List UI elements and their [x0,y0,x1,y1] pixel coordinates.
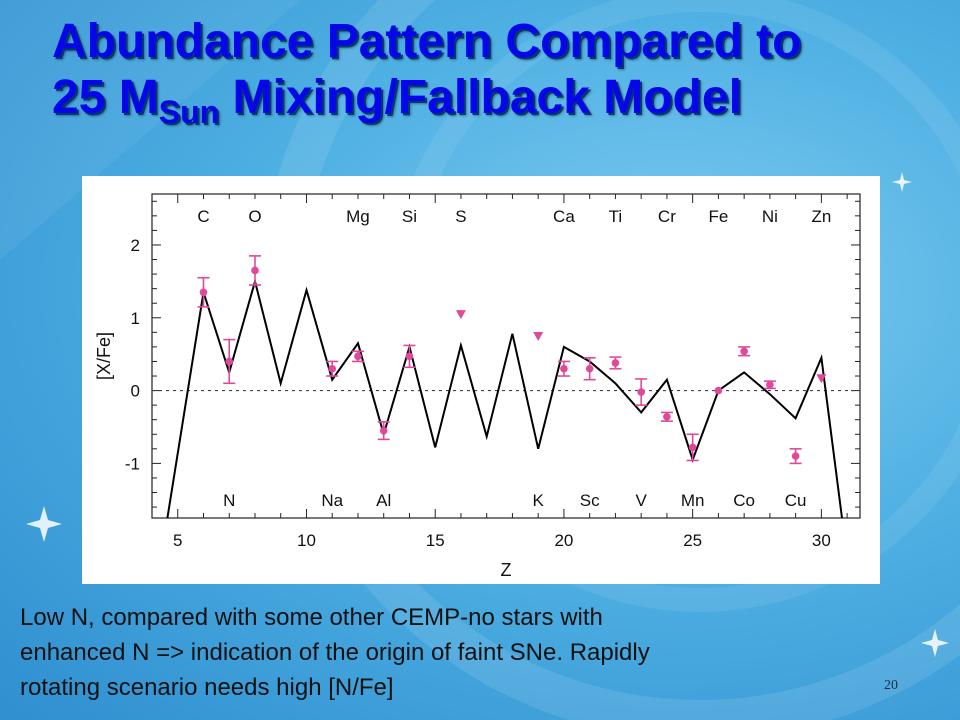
slide-title: Abundance Pattern Compared to 25 MSun Mi… [52,14,932,128]
x-tick-label: 20 [554,531,573,550]
data-point [225,357,234,366]
title-line-2-suffix: Mixing/Fallback Model [219,71,742,124]
element-label: Mg [346,207,370,226]
data-point [688,443,697,452]
element-label: C [197,207,209,226]
element-label: Sc [580,491,600,510]
data-point [714,386,723,395]
element-label: Na [321,491,343,510]
data-point [611,359,620,367]
element-label: Ti [609,207,623,226]
data-point [199,288,208,297]
element-label: Mn [681,491,705,510]
element-label: S [455,207,466,226]
y-tick-label: 1 [131,309,140,328]
x-tick-label: 5 [173,531,182,550]
title-subscript: Sun [158,94,220,130]
data-point [585,364,594,373]
data-point [637,388,645,396]
plotted-data [166,255,843,518]
x-tick-label: 30 [812,531,831,550]
page-number: 20 [884,678,898,693]
x-tick-label: 10 [297,531,316,550]
data-point [663,412,671,421]
x-tick-label: 15 [426,531,445,550]
element-label: Fe [708,207,728,226]
data-point [405,352,414,361]
abundance-chart: 5 10 15 20 25 30 -1 0 1 2 Z [X/Fe] C O Mg Si S Ca Ti Cr Fe Ni… [82,176,880,584]
data-point [251,266,259,275]
element-label: Cr [658,207,676,226]
slide-caption: Low N, compared with some other CEMP-no … [20,600,920,705]
y-tick-label: 2 [131,236,140,255]
element-label: Ni [762,207,778,226]
element-label: Al [376,491,391,510]
data-point [354,352,362,361]
y-axis-label: [X/Fe] [94,332,114,380]
caption-line-2: enhanced N => indication of the origin o… [20,639,650,666]
chart-svg: 5 10 15 20 25 30 -1 0 1 2 Z [X/Fe] C O Mg Si S Ca Ti Cr Fe Ni… [94,193,861,580]
plot-frame [151,193,861,519]
element-label: Co [733,491,755,510]
upper-limit-marker [816,374,827,384]
data-point [560,364,568,373]
model-line [166,277,843,518]
element-label: N [223,491,235,510]
title-line-2-prefix: 25 M [52,71,159,124]
element-label: O [248,207,261,226]
data-point [328,364,337,373]
data-point [791,452,800,460]
title-line-1: Abundance Pattern Compared to [52,15,802,68]
element-label: Ca [553,207,575,226]
data-point [766,380,774,389]
upper-limit-marker [533,331,544,341]
element-label: Si [402,207,417,226]
y-tick-label: -1 [125,454,140,473]
y-tick-label: 0 [131,382,140,401]
element-label: V [635,491,647,510]
caption-line-1: Low N, compared with some other CEMP-no … [20,604,603,631]
x-axis-label: Z [501,560,512,580]
upper-limit-marker [455,310,466,320]
x-tick-label: 25 [683,531,702,550]
data-point [740,347,748,356]
data-point [379,426,388,435]
element-label: K [533,491,545,510]
caption-line-3: rotating scenario needs high [N/Fe] [20,674,394,701]
element-label: Cu [785,491,807,510]
element-label: Zn [811,207,831,226]
